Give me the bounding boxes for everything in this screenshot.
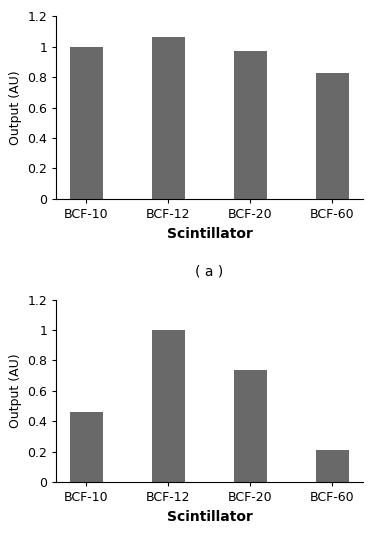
- Text: ( a ): ( a ): [195, 264, 224, 278]
- Bar: [70, 412, 103, 482]
- Bar: [152, 330, 185, 482]
- Bar: [70, 47, 103, 199]
- X-axis label: Scintillator: Scintillator: [166, 227, 252, 241]
- Y-axis label: Output (AU): Output (AU): [9, 354, 22, 428]
- Bar: [234, 51, 267, 199]
- Bar: [316, 73, 349, 199]
- Y-axis label: Output (AU): Output (AU): [9, 70, 22, 145]
- Bar: [152, 38, 185, 199]
- X-axis label: Scintillator: Scintillator: [166, 510, 252, 524]
- Bar: [234, 370, 267, 482]
- Bar: [316, 450, 349, 482]
